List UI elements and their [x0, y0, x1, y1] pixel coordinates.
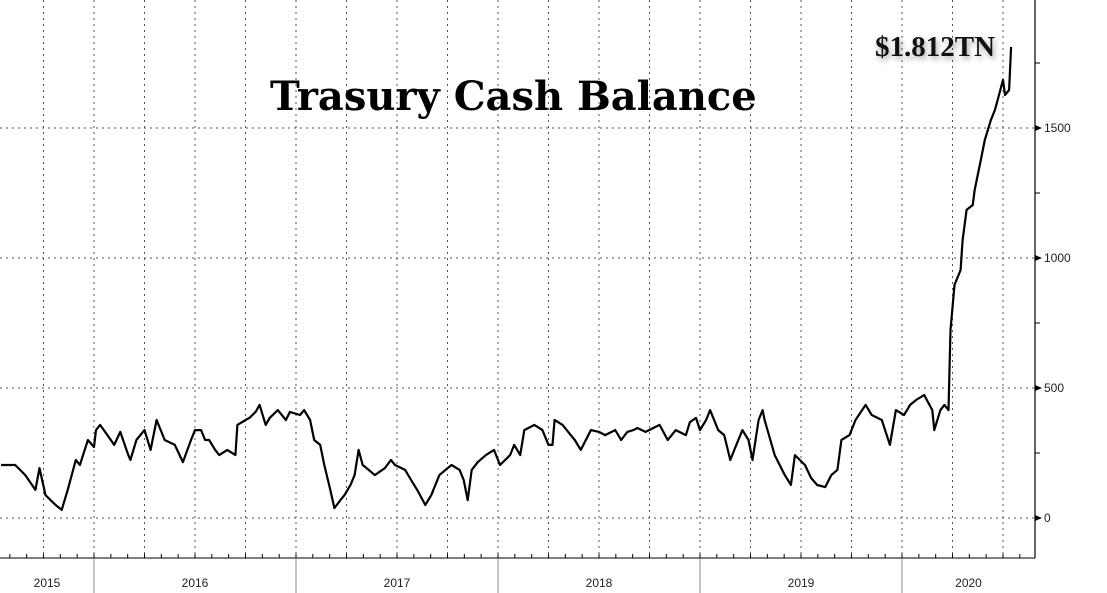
- series-line: [1, 46, 1013, 511]
- y-axis: 0 500 1000 1500: [1034, 0, 1071, 558]
- x-tick-label: 2015: [34, 576, 61, 590]
- x-tick-label: 2018: [586, 576, 613, 590]
- y-tick-label: 1000: [1044, 251, 1071, 265]
- x-axis: 2015 2016 2017 2018 2019 2020: [0, 554, 1035, 593]
- y-tick-label: 500: [1044, 381, 1064, 395]
- y-tick-marker: [1035, 125, 1042, 131]
- x-tick-label: 2017: [384, 576, 411, 590]
- y-tick-marker: [1035, 515, 1042, 521]
- y-tick-label: 1500: [1044, 121, 1071, 135]
- chart-title: Trasury Cash Balance: [270, 73, 757, 120]
- y-tick-marker: [1035, 255, 1042, 261]
- x-tick-label: 2016: [182, 576, 209, 590]
- y-tick-marker: [1035, 385, 1042, 391]
- gridlines: [0, 0, 1035, 558]
- x-tick-label: 2020: [955, 576, 982, 590]
- latest-value-annotation: $1.812TN: [875, 31, 995, 63]
- x-tick-label: 2019: [788, 576, 815, 590]
- y-tick-label: 0: [1044, 511, 1051, 525]
